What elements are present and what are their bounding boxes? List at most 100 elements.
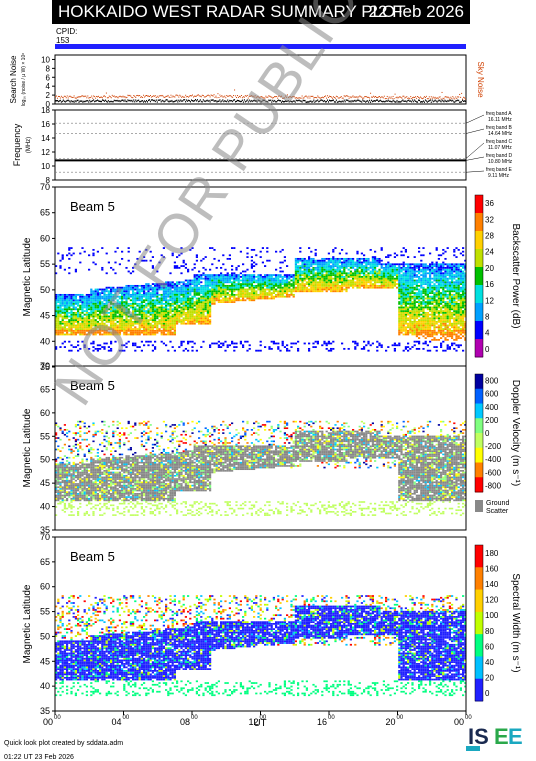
scatter-cell bbox=[127, 315, 130, 318]
scatter-cell bbox=[387, 277, 390, 280]
scatter-cell bbox=[347, 272, 350, 275]
scatter-cell bbox=[63, 302, 66, 305]
scatter-cell bbox=[363, 284, 366, 287]
scatter-cell bbox=[127, 288, 130, 291]
scatter-cell bbox=[332, 257, 335, 260]
scatter-cell bbox=[330, 259, 333, 262]
scatter-cell bbox=[165, 319, 168, 321]
scatter-cell bbox=[169, 304, 172, 307]
scatter-cell bbox=[382, 268, 385, 271]
scatter-cell bbox=[409, 263, 412, 266]
scatter-cell bbox=[178, 301, 181, 303]
scatter-cell bbox=[371, 261, 374, 264]
scatter-cell bbox=[356, 342, 359, 345]
scatter-cell bbox=[195, 288, 198, 291]
scatter-cell bbox=[294, 261, 297, 264]
noise-sky-point bbox=[82, 95, 84, 97]
scatter-cell bbox=[433, 268, 436, 271]
scatter-cell bbox=[180, 320, 183, 323]
scatter-cell bbox=[437, 295, 440, 298]
scatter-cell bbox=[211, 288, 214, 291]
scatter-cell bbox=[68, 349, 71, 352]
scatter-cell bbox=[149, 293, 152, 296]
scatter-cell bbox=[195, 315, 198, 318]
scatter-cell bbox=[160, 299, 163, 302]
scatter-cell bbox=[385, 266, 388, 269]
scatter-cell bbox=[437, 297, 440, 300]
noise-sky-point bbox=[198, 95, 200, 97]
scatter-cell bbox=[255, 275, 258, 278]
scatter-cell bbox=[136, 288, 139, 291]
scatter-cell bbox=[224, 292, 227, 294]
scatter-cell bbox=[88, 308, 91, 311]
scatter-cell bbox=[101, 301, 104, 303]
noise-search-point bbox=[341, 100, 343, 102]
scatter-cell bbox=[180, 297, 183, 300]
scatter-cell bbox=[360, 277, 363, 280]
scatter-cell bbox=[415, 288, 418, 291]
scatter-cell bbox=[407, 272, 410, 275]
scatter-cell bbox=[409, 347, 412, 350]
scatter-cell bbox=[162, 256, 165, 258]
scatter-cell bbox=[114, 328, 117, 330]
scatter-cell bbox=[171, 308, 174, 311]
scatter-cell bbox=[413, 340, 416, 343]
scatter-cell bbox=[173, 306, 176, 309]
scatter-cell bbox=[378, 284, 381, 287]
scatter-cell bbox=[316, 288, 319, 291]
scatter-cell bbox=[255, 295, 258, 298]
scatter-cell bbox=[407, 329, 410, 332]
scatter-cell bbox=[129, 306, 132, 309]
noise-search-point bbox=[128, 100, 130, 102]
scatter-cell bbox=[134, 326, 137, 329]
noise-search-point bbox=[246, 99, 248, 101]
noise-search-point bbox=[373, 100, 375, 102]
scatter-cell bbox=[198, 297, 201, 300]
scatter-cell bbox=[418, 331, 421, 334]
scatter-cell bbox=[321, 344, 324, 347]
scatter-cell bbox=[222, 344, 225, 347]
scatter-cell bbox=[407, 331, 410, 334]
scatter-cell bbox=[132, 333, 135, 336]
noise-search-point bbox=[413, 100, 415, 103]
scatter-cell bbox=[275, 342, 278, 345]
scatter-cell bbox=[187, 286, 190, 289]
scatter-cell bbox=[349, 284, 352, 287]
noise-sky-point bbox=[290, 96, 292, 98]
scatter-cell bbox=[180, 292, 183, 294]
scatter-cell bbox=[426, 279, 429, 282]
scatter-cell bbox=[290, 279, 293, 282]
scatter-cell bbox=[217, 340, 220, 343]
scatter-cell bbox=[286, 349, 289, 352]
scatter-cell bbox=[321, 279, 324, 282]
scatter-cell bbox=[389, 272, 392, 275]
scatter-cell bbox=[206, 286, 209, 289]
scatter-cell bbox=[107, 315, 110, 318]
scatter-cell bbox=[424, 302, 427, 305]
scatter-cell bbox=[103, 308, 106, 311]
noise-sky-point bbox=[364, 96, 366, 98]
scatter-cell bbox=[147, 331, 150, 334]
noise-search-point bbox=[408, 99, 410, 101]
scatter-cell bbox=[105, 331, 108, 334]
scatter-cell bbox=[424, 266, 427, 269]
scatter-cell bbox=[116, 311, 119, 314]
scatter-cell bbox=[422, 268, 425, 271]
scatter-cell bbox=[171, 281, 174, 284]
noise-search-point bbox=[212, 99, 214, 101]
scatter-cell bbox=[211, 342, 214, 345]
scatter-cell bbox=[110, 301, 113, 303]
scatter-cell bbox=[308, 259, 311, 262]
scatter-cell bbox=[426, 281, 429, 284]
scatter-cell bbox=[57, 310, 60, 312]
scatter-cell bbox=[235, 283, 238, 285]
scatter-cell bbox=[374, 279, 377, 282]
scatter-cell bbox=[424, 340, 427, 343]
scatter-cell bbox=[310, 265, 313, 267]
noise-sky-point bbox=[194, 95, 196, 97]
scatter-cell bbox=[79, 306, 82, 309]
scatter-cell bbox=[283, 295, 286, 298]
scatter-cell bbox=[420, 290, 423, 293]
scatter-cell bbox=[101, 308, 104, 311]
scatter-cell bbox=[198, 299, 201, 302]
